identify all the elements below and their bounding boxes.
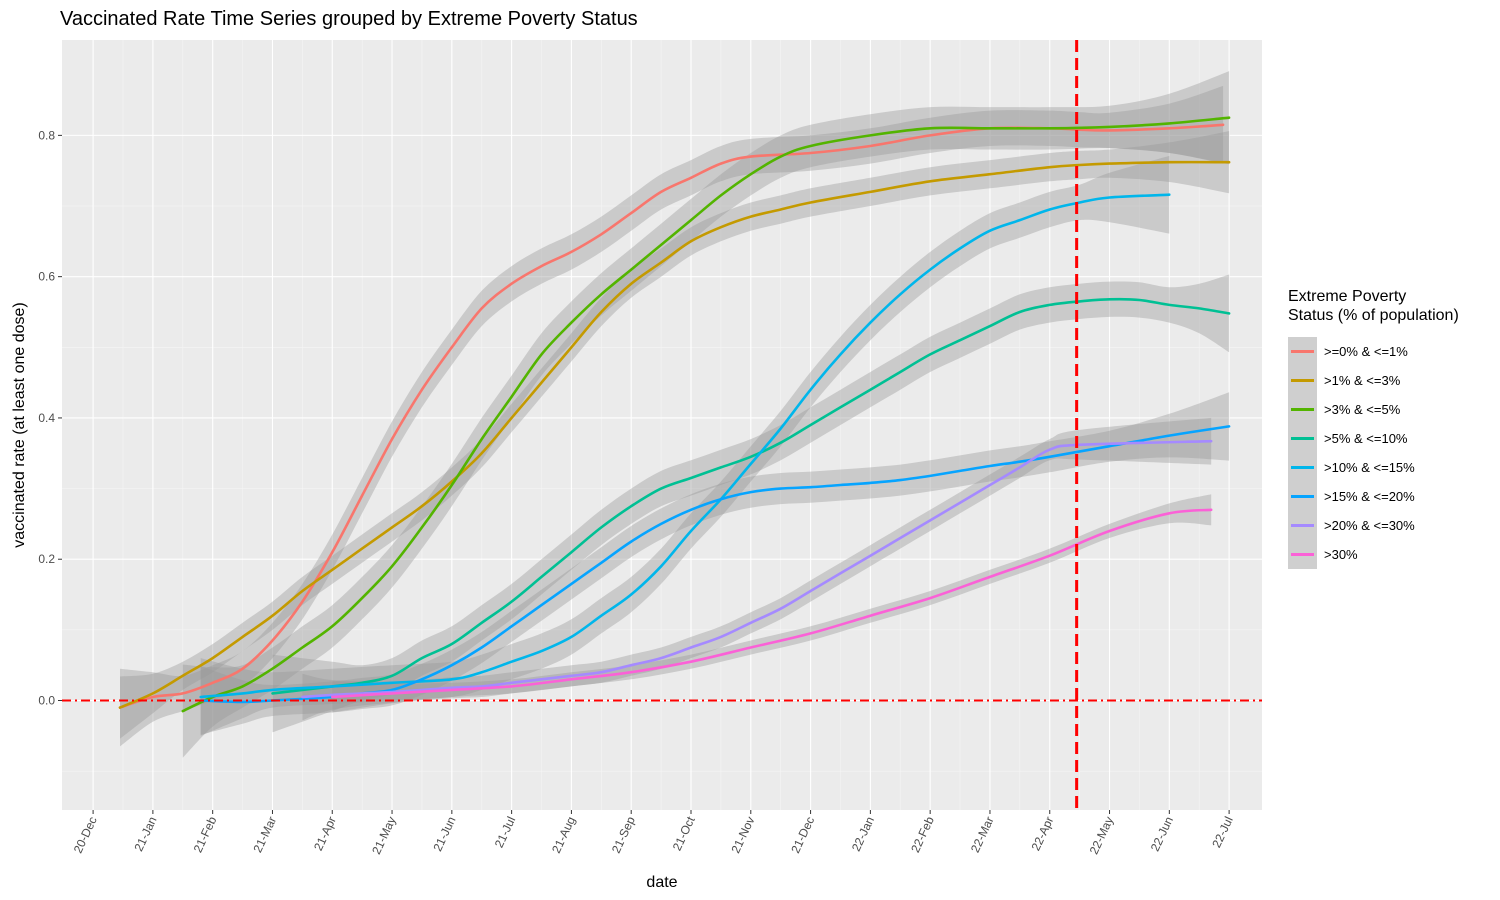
legend-key-line xyxy=(1291,437,1314,440)
legend-label: >5% & <=10% xyxy=(1324,431,1408,446)
confidence-band xyxy=(120,85,1224,747)
x-tick-label: 22-May xyxy=(1087,814,1117,856)
legend-title-line: Extreme Poverty xyxy=(1288,288,1407,305)
legend-key xyxy=(1288,366,1317,395)
series-line xyxy=(199,425,1231,704)
legend-item: >30% xyxy=(1288,540,1459,569)
legend-key-line xyxy=(1291,553,1314,556)
legend-key-line xyxy=(1291,350,1314,353)
legend-label: >1% & <=3% xyxy=(1324,373,1401,388)
x-tick-label: 21-Sep xyxy=(609,814,638,855)
legend-title-line: Status (% of population) xyxy=(1288,307,1459,324)
x-tick-label: 21-Jan xyxy=(131,814,159,853)
legend-key xyxy=(1288,337,1317,366)
legend-key xyxy=(1288,453,1317,482)
x-tick-label: 21-Nov xyxy=(728,814,757,855)
series-line xyxy=(331,508,1213,699)
x-tick-label: 22-Apr xyxy=(1029,814,1057,853)
legend-item: >3% & <=5% xyxy=(1288,395,1459,424)
legend-title: Extreme Poverty Status (% of population) xyxy=(1288,287,1459,325)
x-tick-label: 20-Dec xyxy=(71,814,100,855)
x-tick-label: 22-Jul xyxy=(1209,814,1236,850)
confidence-band xyxy=(302,417,1212,721)
legend-item: >=0% & <=1% xyxy=(1288,337,1459,366)
y-tick-label: 0.2 xyxy=(38,552,55,566)
panel-background xyxy=(62,40,1262,810)
legend: Extreme Poverty Status (% of population) … xyxy=(1288,287,1459,569)
legend-key xyxy=(1288,482,1317,511)
legend-label: >20% & <=30% xyxy=(1324,518,1415,533)
legend-key-line xyxy=(1291,524,1314,527)
confidence-band xyxy=(272,274,1230,733)
series-line xyxy=(181,116,1231,713)
series-line xyxy=(118,160,1231,709)
legend-label: >3% & <=5% xyxy=(1324,402,1401,417)
plot-panel xyxy=(62,40,1262,810)
chart-title: Vaccinated Rate Time Series grouped by E… xyxy=(60,8,638,30)
y-tick-label: 0.8 xyxy=(38,128,55,142)
x-tick-label: 22-Mar xyxy=(968,814,997,854)
series-line xyxy=(301,439,1213,699)
legend-label: >30% xyxy=(1324,547,1358,562)
x-tick-label: 21-Jul xyxy=(492,814,519,850)
x-tick-label: 22-Feb xyxy=(908,814,937,855)
legend-label: >=0% & <=1% xyxy=(1324,344,1408,359)
legend-item: >5% & <=10% xyxy=(1288,424,1459,453)
legend-item: >15% & <=20% xyxy=(1288,482,1459,511)
legend-key-line xyxy=(1291,495,1314,498)
legend-item: >1% & <=3% xyxy=(1288,366,1459,395)
reference-lines xyxy=(62,40,1262,810)
legend-label: >10% & <=15% xyxy=(1324,460,1415,475)
legend-label: >15% & <=20% xyxy=(1324,489,1415,504)
x-axis-title: date xyxy=(646,874,677,891)
x-tick-label: 21-Oct xyxy=(670,814,698,853)
grid-lines xyxy=(62,40,1262,810)
y-tick-label: 0.6 xyxy=(38,270,55,284)
legend-key-line xyxy=(1291,466,1314,469)
x-tick-label: 21-May xyxy=(369,814,399,856)
y-tick-label: 0.0 xyxy=(38,694,55,708)
legend-item: >20% & <=30% xyxy=(1288,511,1459,540)
x-tick-label: 21-Dec xyxy=(788,814,817,855)
legend-key-line xyxy=(1291,379,1314,382)
legend-key-line xyxy=(1291,408,1314,411)
x-tick-label: 21-Apr xyxy=(311,814,339,853)
y-axis-title: vaccinated rate (at least one dose) xyxy=(11,302,28,547)
x-tick-label: 21-Feb xyxy=(191,814,220,855)
x-tick-label: 21-Mar xyxy=(250,814,279,854)
legend-item: >10% & <=15% xyxy=(1288,453,1459,482)
legend-key xyxy=(1288,540,1317,569)
y-tick-label: 0.4 xyxy=(38,411,55,425)
x-tick-label: 21-Jun xyxy=(430,814,458,853)
legend-key xyxy=(1288,511,1317,540)
legend-key xyxy=(1288,395,1317,424)
confidence-band xyxy=(200,155,1170,736)
x-tick-label: 21-Aug xyxy=(549,814,578,855)
x-tick-label: 22-Jan xyxy=(849,814,877,853)
confidence-band xyxy=(200,392,1230,735)
x-tick-label: 22-Jun xyxy=(1148,814,1176,853)
legend-key xyxy=(1288,424,1317,453)
